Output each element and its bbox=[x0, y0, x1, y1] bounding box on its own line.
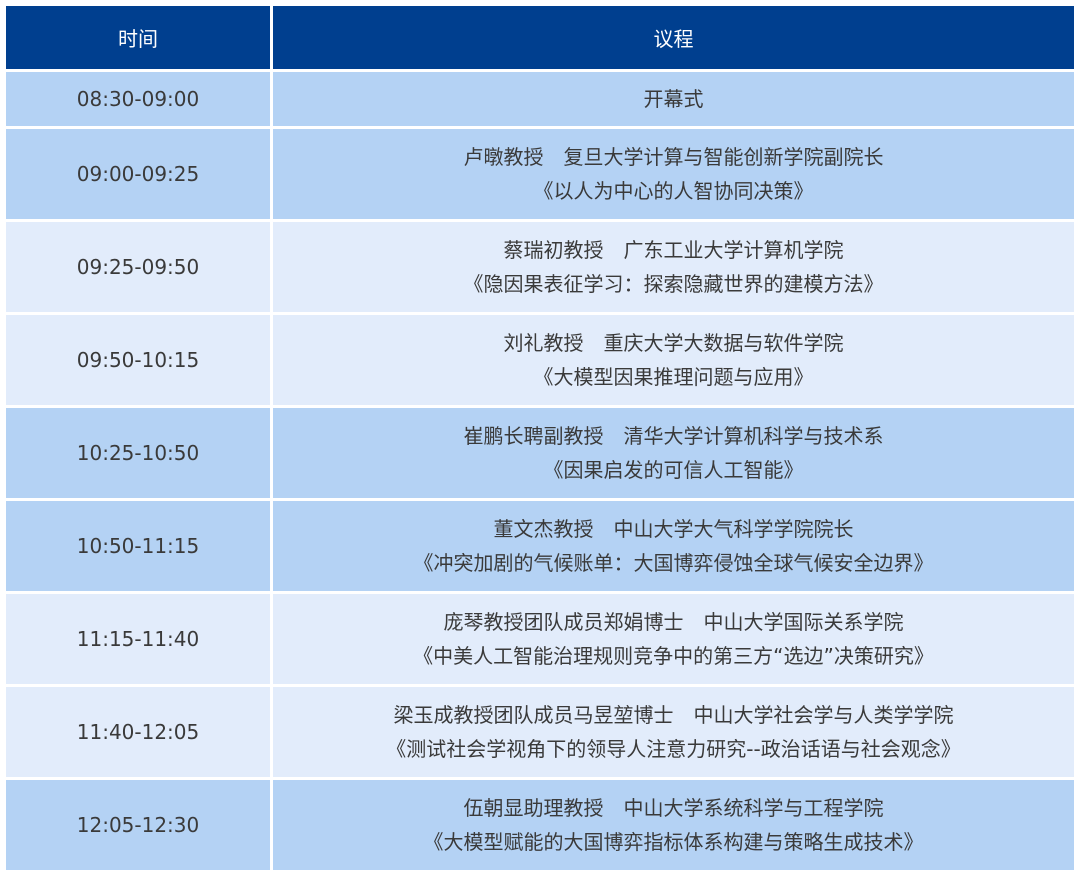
header-agenda: 议程 bbox=[273, 6, 1074, 69]
talk-title: 《隐因果表征学习：探索隐藏世界的建模方法》 bbox=[463, 272, 884, 296]
speaker-line: 蔡瑞初教授 广东工业大学计算机学院 bbox=[503, 238, 844, 262]
talk-title: 《大模型因果推理问题与应用》 bbox=[533, 365, 814, 389]
agenda-cell: 开幕式 bbox=[273, 72, 1074, 126]
table-row: 11:40-12:05 梁玉成教授团队成员马昱堃博士 中山大学社会学与人类学学院《… bbox=[6, 687, 1074, 777]
table-row: 09:50-10:15 刘礼教授 重庆大学大数据与软件学院 《大模型因果推理问题与应… bbox=[6, 315, 1074, 405]
agenda-cell: 崔鹏长聘副教授 清华大学计算机科学与技术系 《因果启发的可信人工智能》 bbox=[273, 408, 1074, 498]
time-cell: 11:40-12:05 bbox=[6, 687, 270, 777]
table-row: 10:25-10:50 崔鹏长聘副教授 清华大学计算机科学与技术系 《因果启发的可信… bbox=[6, 408, 1074, 498]
agenda-cell: 刘礼教授 重庆大学大数据与软件学院 《大模型因果推理问题与应用》 bbox=[273, 315, 1074, 405]
talk-title: 《大模型赋能的大国博弈指标体系构建与策略生成技术》 bbox=[423, 830, 924, 854]
table-row: 09:25-09:50 蔡瑞初教授 广东工业大学计算机学院 《隐因果表征学习：探索隐… bbox=[6, 222, 1074, 312]
speaker-line: 梁玉成教授团队成员马昱堃博士 中山大学社会学与人类学学院 bbox=[393, 703, 954, 727]
agenda-cell: 蔡瑞初教授 广东工业大学计算机学院《隐因果表征学习：探索隐藏世界的建模方法》 bbox=[273, 222, 1074, 312]
agenda-table: 时间 议程 08:30-09:00 开幕式 09:00-09:25 卢暾教授 复旦大学… bbox=[3, 3, 1077, 873]
time-cell: 09:25-09:50 bbox=[6, 222, 270, 312]
table-row: 09:00-09:25 卢暾教授 复旦大学计算与智能创新学院副院长 《以人为中心的人… bbox=[6, 129, 1074, 219]
time-cell: 09:50-10:15 bbox=[6, 315, 270, 405]
table-row: 08:30-09:00 开幕式 bbox=[6, 72, 1074, 126]
header-time: 时间 bbox=[6, 6, 270, 69]
talk-title: 《以人为中心的人智协同决策》 bbox=[533, 179, 814, 203]
table-row: 10:50-11:15 董文杰教授 中山大学大气科学学院院长 《冲突加剧的气候账单：… bbox=[6, 501, 1074, 591]
agenda-cell: 卢暾教授 复旦大学计算与智能创新学院副院长 《以人为中心的人智协同决策》 bbox=[273, 129, 1074, 219]
speaker-line: 伍朝显助理教授 中山大学系统科学与工程学院 bbox=[463, 796, 884, 820]
talk-title: 《测试社会学视角下的领导人注意力研究--政治话语与社会观念》 bbox=[386, 737, 961, 761]
agenda-cell: 伍朝显助理教授 中山大学系统科学与工程学院《大模型赋能的大国博弈指标体系构建与策… bbox=[273, 780, 1074, 870]
time-cell: 09:00-09:25 bbox=[6, 129, 270, 219]
agenda-cell: 庞琴教授团队成员郑娟博士 中山大学国际关系学院《中美人工智能治理规则竞争中的第三… bbox=[273, 594, 1074, 684]
time-cell: 08:30-09:00 bbox=[6, 72, 270, 126]
speaker-line: 卢暾教授 复旦大学计算与智能创新学院副院长 bbox=[463, 145, 884, 169]
header-row: 时间 议程 bbox=[6, 6, 1074, 69]
speaker-line: 庞琴教授团队成员郑娟博士 中山大学国际关系学院 bbox=[443, 610, 904, 634]
speaker-line: 董文杰教授 中山大学大气科学学院院长 bbox=[493, 517, 854, 541]
speaker-line: 刘礼教授 重庆大学大数据与软件学院 bbox=[503, 331, 844, 355]
talk-title: 《冲突加剧的气候账单：大国博弈侵蚀全球气候安全边界》 bbox=[413, 551, 934, 575]
time-cell: 11:15-11:40 bbox=[6, 594, 270, 684]
time-cell: 10:50-11:15 bbox=[6, 501, 270, 591]
time-cell: 10:25-10:50 bbox=[6, 408, 270, 498]
speaker-line: 崔鹏长聘副教授 清华大学计算机科学与技术系 bbox=[463, 424, 884, 448]
time-cell: 12:05-12:30 bbox=[6, 780, 270, 870]
talk-title: 《中美人工智能治理规则竞争中的第三方“选边”决策研究》 bbox=[413, 644, 934, 668]
agenda-cell: 董文杰教授 中山大学大气科学学院院长《冲突加剧的气候账单：大国博弈侵蚀全球气候安… bbox=[273, 501, 1074, 591]
talk-title: 《因果启发的可信人工智能》 bbox=[543, 458, 804, 482]
speaker-line: 开幕式 bbox=[643, 87, 704, 111]
table-row: 11:15-11:40 庞琴教授团队成员郑娟博士 中山大学国际关系学院 《中美人工智… bbox=[6, 594, 1074, 684]
table-row: 12:05-12:30 伍朝显助理教授 中山大学系统科学与工程学院 《大模型赋能的大… bbox=[6, 780, 1074, 870]
agenda-cell: 梁玉成教授团队成员马昱堃博士 中山大学社会学与人类学学院 《测试社会学视角下的领导… bbox=[273, 687, 1074, 777]
